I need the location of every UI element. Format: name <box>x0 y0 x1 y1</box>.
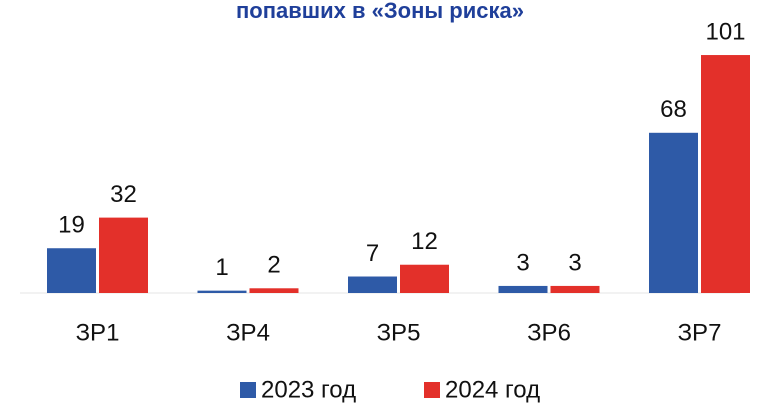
x-tick-label: ЗР6 <box>527 319 571 346</box>
x-tick-label: ЗР5 <box>377 319 421 346</box>
bar <box>400 264 449 293</box>
bar <box>701 55 750 293</box>
bar <box>550 285 600 293</box>
chart-title: попавших в «Зоны риска» <box>236 0 524 23</box>
data-label: 12 <box>411 228 438 255</box>
data-label: 68 <box>660 96 687 123</box>
bar <box>47 248 96 293</box>
bar <box>99 217 148 293</box>
data-label: 7 <box>366 240 379 267</box>
legend-label: 2024 год <box>445 376 540 403</box>
data-label: 2 <box>267 252 280 279</box>
data-label: 1 <box>215 254 228 281</box>
x-tick-label: ЗР7 <box>678 319 722 346</box>
legend-label: 2023 год <box>261 376 356 403</box>
bar <box>498 285 548 293</box>
x-tick-label: ЗР1 <box>76 319 120 346</box>
data-label: 32 <box>110 181 137 208</box>
bar <box>348 276 397 293</box>
bar <box>649 132 698 293</box>
x-tick-label: ЗР4 <box>226 319 270 346</box>
data-label: 101 <box>705 18 745 45</box>
bar <box>197 290 247 293</box>
bar <box>249 288 299 293</box>
legend-swatch <box>240 382 256 398</box>
data-label: 3 <box>516 249 529 276</box>
data-label: 3 <box>568 249 581 276</box>
legend-swatch <box>424 382 440 398</box>
data-label: 19 <box>58 212 85 239</box>
